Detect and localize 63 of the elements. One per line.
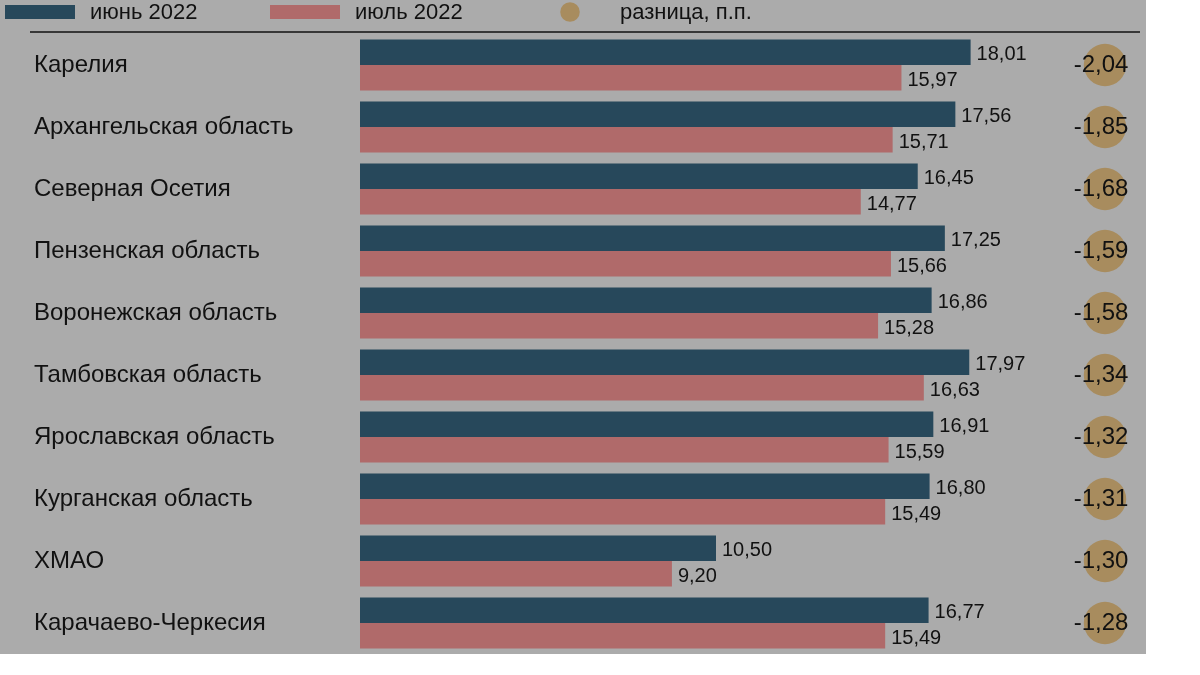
data-label: -1,28 <box>1073 608 1129 635</box>
bar <box>360 597 929 623</box>
bar <box>360 349 970 375</box>
data-label: 16,91 <box>939 414 990 437</box>
data-label: -1,34 <box>1073 360 1129 387</box>
bar <box>360 535 716 561</box>
bar <box>360 225 945 251</box>
data-label: 15,66 <box>896 253 948 276</box>
y-tick-label: Карелия <box>34 50 128 77</box>
data-label: -1,32 <box>1073 422 1129 449</box>
bar <box>360 473 930 499</box>
data-label: 18,01 <box>976 42 1027 65</box>
legend-label: июнь 2022 <box>90 0 198 24</box>
data-label: 14,77 <box>866 191 917 214</box>
bar <box>360 163 918 189</box>
y-tick-label: Курганская область <box>34 484 253 511</box>
data-label: 16,63 <box>929 377 980 400</box>
bar <box>360 127 893 153</box>
data-label: -1,58 <box>1073 298 1129 325</box>
y-tick-label: Карачаево-Черкесия <box>34 608 266 635</box>
y-tick-label: Пензенская область <box>34 236 261 263</box>
bar <box>360 437 889 463</box>
data-label: -1,59 <box>1073 236 1129 263</box>
data-label: -1,31 <box>1073 484 1129 511</box>
data-label: 15,71 <box>898 129 949 152</box>
data-label: 17,97 <box>975 352 1026 375</box>
y-tick-label: Воронежская область <box>34 298 278 325</box>
data-label: 15,28 <box>884 315 935 338</box>
bar <box>360 499 886 525</box>
data-label: -2,04 <box>1073 50 1129 77</box>
data-label: 16,86 <box>937 290 988 313</box>
data-label: -1,85 <box>1073 112 1129 139</box>
bar <box>360 623 886 649</box>
bar <box>360 65 902 91</box>
data-label: -1,30 <box>1073 546 1129 573</box>
data-label: 16,77 <box>934 600 985 623</box>
data-label: 15,59 <box>894 439 945 462</box>
y-tick-label: ХМАО <box>34 546 105 573</box>
bar <box>360 313 879 339</box>
data-label: 16,80 <box>935 476 986 499</box>
bar <box>360 287 932 313</box>
bar <box>360 561 672 587</box>
data-label: 9,20 <box>677 563 717 586</box>
data-label: 17,25 <box>950 228 1001 251</box>
y-tick-label: Северная Осетия <box>34 174 231 201</box>
data-label: 15,49 <box>891 501 942 524</box>
bar <box>360 189 861 215</box>
legend-label: июль 2022 <box>355 0 463 24</box>
legend-label: разница, п.п. <box>620 0 752 24</box>
y-tick-label: Ярославская область <box>34 422 275 449</box>
bar <box>360 411 934 437</box>
data-label: 17,56 <box>961 104 1012 127</box>
bar <box>360 39 971 65</box>
data-label: 15,49 <box>891 625 942 648</box>
bar <box>360 375 924 401</box>
y-tick-label: Тамбовская область <box>34 360 262 387</box>
data-label: 15,97 <box>907 67 958 90</box>
bar <box>360 101 956 127</box>
data-label: 10,50 <box>722 538 773 561</box>
bar <box>360 251 891 277</box>
data-label: -1,68 <box>1073 174 1129 201</box>
y-tick-label: Архангельская область <box>34 112 294 139</box>
data-label: 16,45 <box>923 166 974 189</box>
